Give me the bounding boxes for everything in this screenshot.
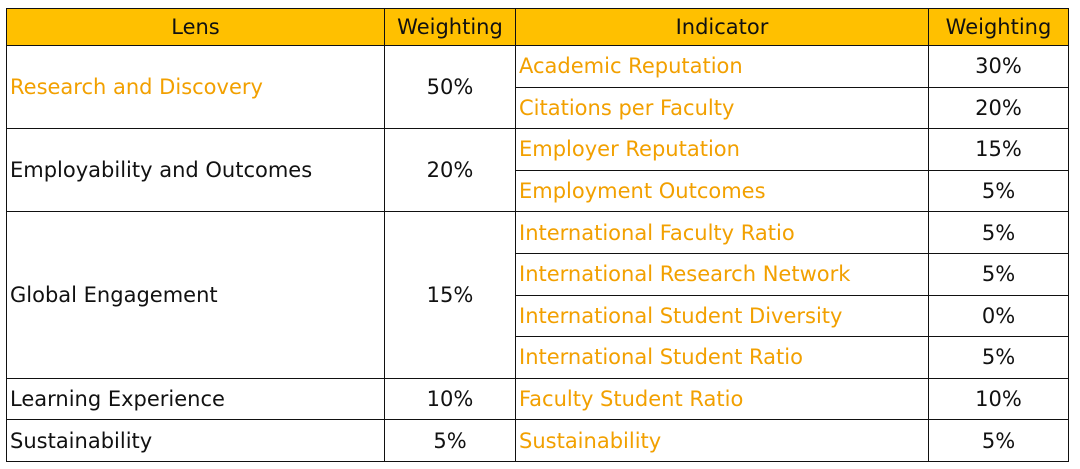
indicator-weighting-cell: 5%: [928, 169, 1069, 213]
indicator-cell: International Faculty Ratio: [515, 211, 929, 254]
indicator-weighting-cell: 15%: [928, 128, 1069, 171]
indicator-cell: International Student Ratio: [515, 336, 929, 379]
indicator-weighting-cell: 5%: [928, 252, 1069, 296]
indicator-cell: Faculty Student Ratio: [515, 377, 929, 421]
indicator-weighting-cell: 10%: [928, 377, 1069, 421]
table-row: Learning Experience 10% Faculty Student …: [6, 377, 1069, 421]
lens-cell: Learning Experience: [6, 377, 385, 421]
table-row: Global Engagement 15% International Facu…: [6, 211, 1069, 379]
indicator-cell: International Research Network: [515, 252, 929, 296]
lens-weighting-cell: 15%: [384, 211, 516, 379]
indicator-cell: Academic Reputation: [515, 45, 929, 88]
lens-cell: Employability and Outcomes: [6, 128, 385, 213]
table-row: Employability and Outcomes 20% Employer …: [6, 128, 1069, 213]
lens-weighting-table: Lens Weighting Indicator Weighting Resea…: [6, 8, 1069, 462]
table-row: International Student Ratio 5%: [7, 336, 1069, 379]
weighting-table-container: Lens Weighting Indicator Weighting Resea…: [6, 8, 1069, 462]
lens-weighting-cell: 20%: [384, 128, 516, 213]
table-row: Sustainability 5% Sustainability 5%: [6, 419, 1069, 462]
indicator-cell: Employer Reputation: [515, 128, 929, 171]
lens-weighting-cell: 10%: [384, 377, 516, 421]
indicator-cell: International Student Diversity: [515, 294, 929, 338]
table-body: Research and Discovery 50% Academic Repu…: [6, 44, 1069, 462]
lens-cell: Sustainability: [6, 419, 385, 462]
lens-weighting-cell: 50%: [384, 44, 516, 130]
indicator-cell: Citations per Faculty: [515, 86, 929, 130]
indicator-weighting-cell: 5%: [928, 336, 1069, 379]
indicator-weighting-cell: 5%: [928, 211, 1069, 254]
header-lens-weighting: Weighting: [384, 8, 516, 46]
table-row: International Student Diversity 0%: [7, 294, 1069, 338]
table-row: Employment Outcomes 5%: [7, 169, 1069, 213]
indicator-cell: Sustainability: [515, 419, 929, 462]
header-lens: Lens: [6, 8, 385, 46]
indicator-weighting-cell: 30%: [928, 45, 1069, 88]
indicator-weighting-cell: 20%: [928, 86, 1069, 130]
lens-cell: Research and Discovery: [6, 44, 385, 130]
table-row: Research and Discovery 50% Academic Repu…: [6, 44, 1069, 130]
indicator-weighting-cell: 5%: [928, 419, 1069, 462]
lens-cell: Global Engagement: [6, 211, 385, 379]
header-indicator: Indicator: [515, 8, 929, 46]
table-row: International Research Network 5%: [7, 252, 1069, 296]
indicator-cell: Employment Outcomes: [515, 169, 929, 213]
lens-weighting-cell: 5%: [384, 419, 516, 462]
header-row: Lens Weighting Indicator Weighting: [6, 8, 1069, 46]
indicator-weighting-cell: 0%: [928, 294, 1069, 338]
table-header: Lens Weighting Indicator Weighting: [6, 8, 1069, 46]
table-row: Citations per Faculty 20%: [7, 86, 1069, 130]
header-indicator-weighting: Weighting: [928, 8, 1069, 46]
